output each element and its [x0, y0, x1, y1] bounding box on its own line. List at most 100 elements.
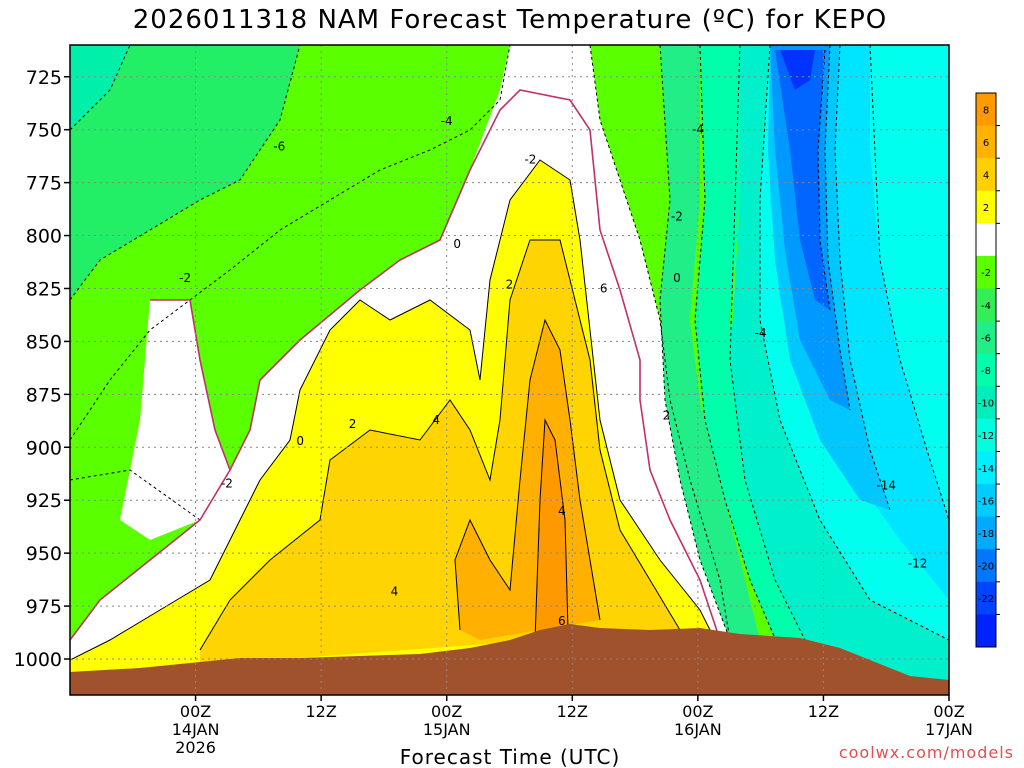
colorbar-swatch-14: [976, 549, 996, 583]
band-aqua-upper-left: [70, 45, 130, 130]
contour-label-0: -4: [441, 114, 453, 128]
x-tick-label-1-0: 12Z: [305, 702, 336, 721]
x-axis-label: Forecast Time (UTC): [400, 745, 621, 768]
y-tick-label-8: 925: [26, 490, 62, 512]
contour-label-14: 2: [663, 409, 671, 423]
band-mid-green-upper-left: [70, 45, 300, 300]
colorbar-swatch-7: [976, 321, 996, 355]
contour-label-9: 0: [673, 271, 681, 285]
y-tick-label-9: 950: [26, 543, 62, 565]
colorbar-label-0: 8: [983, 105, 989, 116]
colorbar-frame: [975, 92, 997, 648]
band-white-left-pocket: [120, 300, 230, 540]
x-tick-label-4-0: 00Z: [682, 702, 713, 721]
contour-label-17: -14: [876, 478, 896, 492]
y-tick-label-10: 975: [26, 596, 62, 618]
contour-label-12: 4: [432, 413, 440, 427]
colorbar-label-10: -12: [978, 431, 994, 442]
colorbar-label-12: -16: [978, 496, 994, 507]
band-orange-8c: [535, 420, 568, 640]
x-tick-label-0-1: 14JAN: [172, 720, 220, 739]
x-tick-label-6-1: 17JAN: [925, 720, 973, 739]
colorbar-swatch-5: [976, 255, 996, 290]
contour-label-5: 0: [453, 237, 461, 251]
colorbar-label-1: 6: [983, 138, 989, 149]
band-cold-3: [730, 45, 949, 695]
credit-text: coolwx.com/models: [839, 743, 1014, 762]
contour-label-8: 6: [600, 281, 608, 295]
contour-label-19: 6: [558, 614, 566, 628]
zero-contour: [70, 89, 721, 641]
contour-label-15: -2: [221, 476, 233, 490]
x-tick-label-0-2: 2026: [175, 738, 216, 757]
contour-label-1: -6: [273, 140, 285, 154]
band-cold-1: [660, 45, 760, 640]
band-cold-9: [780, 50, 815, 90]
colorbar-swatch-3: [976, 190, 996, 224]
colorbar-swatch-9: [976, 386, 996, 420]
colorbar-swatch-10: [976, 418, 996, 452]
y-tick-label-6: 875: [26, 384, 62, 406]
x-tick-label-6-0: 00Z: [933, 702, 964, 721]
grid: [70, 45, 949, 695]
contour-label-2: -2: [524, 152, 536, 166]
contour-label-7: 2: [506, 277, 514, 291]
colorbar-label-5: -2: [981, 268, 991, 279]
colorbar-swatch-0: [976, 93, 996, 127]
colorbar-swatch-16: [976, 614, 996, 648]
y-tick-label-2: 775: [26, 173, 62, 195]
band-cold-8: [775, 50, 830, 310]
colorbar-label-14: -20: [978, 562, 994, 573]
y-tick-label-4: 825: [26, 278, 62, 300]
contour-label-16: 4: [558, 504, 566, 518]
colorbar-label-2: 4: [983, 170, 989, 181]
y-tick-label-7: 900: [26, 437, 62, 459]
y-axis: 725 750 775 800 825 850 875 900 925 950 975 1000: [14, 67, 70, 671]
negative-contours: [70, 45, 949, 695]
colorbar-swatch-6: [976, 288, 996, 322]
chart-title: 2026011318 NAM Forecast Temperature (ºC)…: [133, 5, 887, 35]
plot-area: [70, 45, 949, 695]
y-tick-label-11: 1000: [14, 649, 62, 671]
contour-labels: -4 -6 -2 -4 -2 0 -2 2 6 0 -4 2 4 0 2 -2 4 -14 4 6 -12: [179, 114, 927, 628]
contour-label-6: -2: [179, 271, 191, 285]
colorbar-label-13: -18: [978, 529, 994, 540]
colorbar-swatch-2: [976, 158, 996, 192]
colorbar: 8 6 4 2 -2 -4 -6 -8 -10 -12 -14 -16 -18 -20 -22: [975, 92, 1000, 648]
plot-frame: [69, 44, 950, 696]
colorbar-swatch-4: [976, 223, 996, 257]
contour-label-11: 2: [349, 417, 357, 431]
y-tick-label-0: 725: [26, 67, 62, 89]
positive-contours: [70, 159, 716, 661]
x-tick-label-2-1: 15JAN: [423, 720, 471, 739]
contour-label-10: -4: [755, 326, 767, 340]
x-tick-label-0-0: 00Z: [180, 702, 211, 721]
colorbar-label-6: -4: [981, 301, 991, 312]
contour-label-13: 0: [296, 434, 304, 448]
x-tick-label-4-1: 16JAN: [674, 720, 722, 739]
x-tick-label-5-0: 12Z: [808, 702, 839, 721]
contour-label-4: -2: [671, 209, 683, 223]
colorbar-label-15: -22: [978, 594, 994, 605]
contour-label-20: -12: [908, 557, 928, 571]
x-tick-label-3-0: 12Z: [557, 702, 588, 721]
contour-label-3: -4: [692, 123, 704, 137]
y-tick-label-5: 850: [26, 331, 62, 353]
colorbar-swatch-13: [976, 516, 996, 550]
y-tick-label-3: 800: [26, 226, 62, 248]
x-tick-label-2-0: 00Z: [431, 702, 462, 721]
colorbar-swatch-8: [976, 353, 996, 387]
y-tick-label-1: 750: [26, 120, 62, 142]
colorbar-label-8: -8: [981, 366, 991, 377]
band-cold-2: [695, 45, 830, 660]
colorbar-label-11: -14: [978, 464, 994, 475]
colorbar-swatch-12: [976, 484, 996, 518]
colorbar-swatch-1: [976, 125, 996, 159]
colorbar-swatch-11: [976, 451, 996, 485]
colorbar-label-7: -6: [981, 333, 991, 344]
colorbar-label-3: 2: [983, 203, 989, 214]
colorbar-swatch-15: [976, 581, 996, 615]
contour-label-18: 4: [391, 584, 399, 598]
